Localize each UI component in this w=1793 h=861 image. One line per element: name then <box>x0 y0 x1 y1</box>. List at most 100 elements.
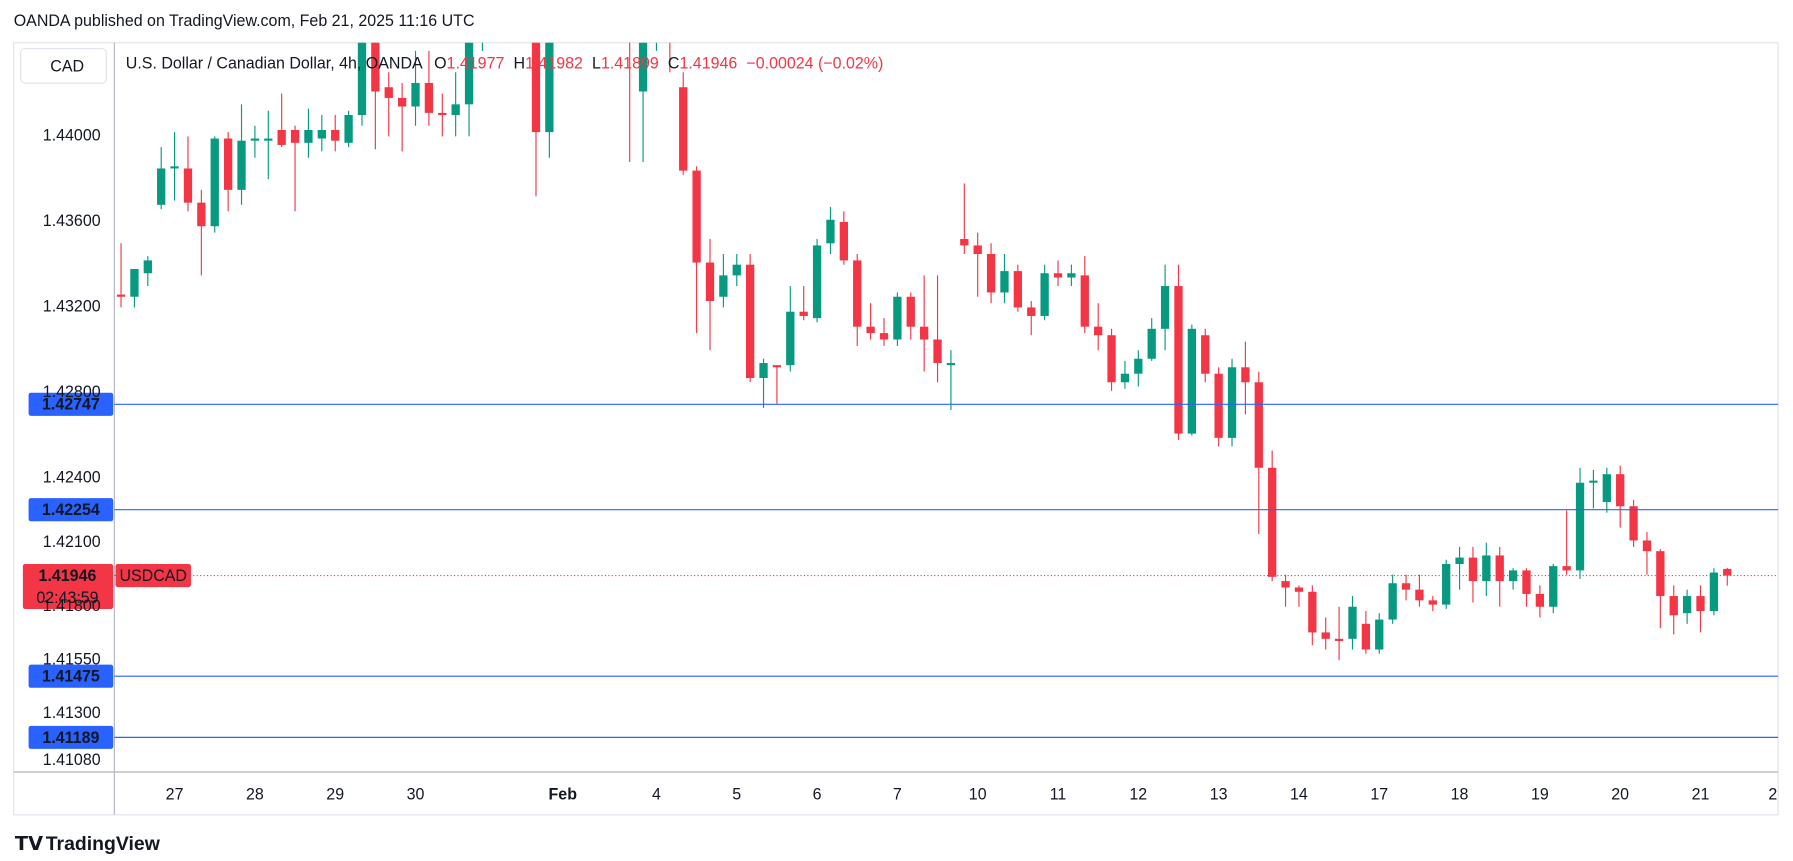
x-tick-label: 2 <box>1768 785 1777 803</box>
level-label-box <box>28 392 114 416</box>
candle-body <box>1361 623 1371 650</box>
ohlc-key: H <box>514 55 526 73</box>
currency-box[interactable] <box>20 47 107 84</box>
candle-body <box>1308 591 1317 633</box>
candle-body <box>1723 568 1732 576</box>
candle-body <box>1575 482 1585 571</box>
candle-body <box>1629 506 1638 541</box>
candle-body <box>1482 555 1491 582</box>
currency: CAD <box>50 57 84 75</box>
frame <box>13 42 1779 816</box>
candle-body <box>183 168 193 203</box>
x-tick-label: 17 <box>1370 785 1388 803</box>
candle-body <box>799 311 808 316</box>
x-tick-label: Feb <box>549 785 578 803</box>
candle-body <box>1281 581 1290 588</box>
x-tick-label: 7 <box>893 785 902 803</box>
candle-body <box>1602 474 1611 502</box>
candle-body <box>478 0 486 30</box>
candle-body <box>545 42 554 133</box>
candle-body <box>1415 589 1424 601</box>
candle-body <box>1442 563 1451 605</box>
candle-body <box>772 365 782 368</box>
candle-body <box>157 168 166 205</box>
candle-body <box>973 245 982 254</box>
y-tick-label: 1.41300 <box>43 704 101 722</box>
candle-body <box>1174 286 1183 434</box>
candle-body <box>1495 555 1504 582</box>
candle-body <box>1522 570 1531 594</box>
x-tick-label: 30 <box>407 785 425 803</box>
candle-body <box>1334 638 1344 641</box>
candle-body <box>893 296 902 340</box>
y-tick-label: 1.42800 <box>43 383 101 401</box>
candle-body <box>1027 307 1036 316</box>
symbol-box <box>115 563 191 588</box>
candle-body <box>1669 596 1678 616</box>
candle-body <box>1656 551 1665 597</box>
x-tick-label: 27 <box>166 785 184 803</box>
x-tick-label: 4 <box>652 785 661 803</box>
candle-body <box>946 363 956 366</box>
candle-body <box>397 97 407 107</box>
y-tick-label: 1.43600 <box>43 212 101 230</box>
candle-body <box>1455 557 1464 564</box>
y-tick-label: 1.42400 <box>43 469 101 487</box>
x-tick-label: 19 <box>1531 785 1549 803</box>
ohlc-value: 1.41977 <box>447 55 505 73</box>
candle-body <box>1348 606 1357 639</box>
candle-body <box>1535 593 1545 607</box>
level-label-box <box>28 664 114 688</box>
x-tick-label: 18 <box>1451 785 1469 803</box>
candle-body <box>812 245 822 319</box>
candle-body <box>1375 619 1384 650</box>
candle-body <box>1241 367 1250 383</box>
candle-body <box>250 138 260 141</box>
candle-body <box>839 221 848 261</box>
candle-body <box>1508 570 1518 582</box>
y-tick-label: 1.41800 <box>43 597 101 615</box>
y-tick-label: 1.41550 <box>43 650 101 668</box>
x-tick-label: 5 <box>732 785 741 803</box>
ohlc-value: 1.41899 <box>601 55 659 73</box>
candle-body <box>786 311 795 366</box>
ohlc-key: O <box>434 55 446 73</box>
candle-body <box>826 219 835 244</box>
candle-body <box>1321 632 1330 639</box>
candle-body <box>1562 566 1571 571</box>
level-label: 1.41189 <box>42 729 99 747</box>
x-tick-label: 11 <box>1050 785 1067 803</box>
candles <box>116 0 1732 661</box>
x-tick-label: 12 <box>1129 785 1147 803</box>
candle-body <box>357 42 367 116</box>
change: −0.00024 (−0.02%) <box>746 55 883 73</box>
candle-body <box>1187 328 1197 434</box>
candle-body <box>304 129 313 143</box>
candle-body <box>451 104 460 116</box>
candle-body <box>652 0 660 8</box>
candle-body <box>464 42 474 105</box>
candle-body <box>1428 600 1437 605</box>
candle-body <box>1294 587 1304 592</box>
candle-body <box>1134 358 1143 374</box>
y-tick-label: 1.41080 <box>43 751 101 769</box>
candle-body <box>933 339 942 364</box>
level-label: 1.42747 <box>42 396 100 414</box>
candle-body <box>438 112 447 116</box>
x-tick-label: 20 <box>1611 785 1629 803</box>
candle-body <box>666 0 674 30</box>
level-label-box <box>28 725 114 749</box>
candle-body <box>1107 335 1116 383</box>
countdown: 02:43:59 <box>36 589 98 607</box>
x-tick-label: 29 <box>326 785 344 803</box>
candle-body <box>1709 572 1719 612</box>
candle-body <box>1401 583 1411 590</box>
candle-body <box>853 260 862 327</box>
x-tick-label: 28 <box>246 785 264 803</box>
candle-body <box>1549 566 1558 607</box>
candle-body <box>170 166 179 169</box>
candle-body <box>1589 480 1598 483</box>
candle-body <box>331 129 340 141</box>
x-tick-label: 13 <box>1210 785 1228 803</box>
